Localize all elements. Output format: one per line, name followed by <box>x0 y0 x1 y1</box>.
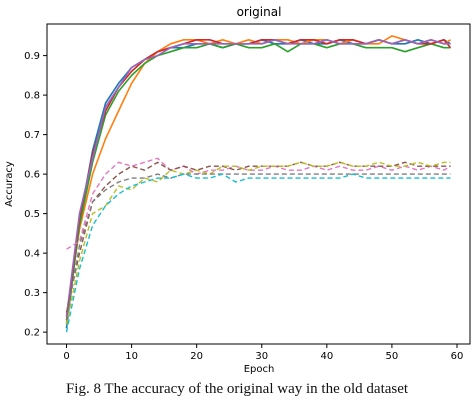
figure-caption: Fig. 8 The accuracy of the original way … <box>65 381 409 397</box>
x-axis: 0 10 20 30 40 50 60 <box>63 344 463 362</box>
y-tick-label: 0.8 <box>24 91 40 102</box>
series-line-10 <box>65 173 451 333</box>
y-tick-label: 0.6 <box>24 170 40 181</box>
y-tick-label: 0.9 <box>24 51 40 62</box>
y-tick-label: 0.3 <box>24 288 40 299</box>
y-tick-label: 0.7 <box>24 130 40 141</box>
x-tick-label: 60 <box>451 351 464 362</box>
x-tick-label: 50 <box>386 351 399 362</box>
y-axis: 0.2 0.3 0.4 0.5 0.6 0.7 0.8 0.9 <box>24 51 47 339</box>
series-line-6 <box>66 157 451 250</box>
y-tick-label: 0.2 <box>24 328 40 339</box>
x-tick-label: 30 <box>255 351 268 362</box>
x-tick-label: 20 <box>190 351 203 362</box>
x-axis-label: Epoch <box>244 364 275 375</box>
plot-area <box>65 35 452 333</box>
series-line-3 <box>65 42 451 325</box>
series-line-7 <box>65 161 451 313</box>
series-line-8 <box>65 161 451 325</box>
accuracy-line-chart: original 0 10 20 30 40 50 60 0.20.30.40.50.60.… <box>4 5 471 375</box>
plot-frame <box>46 23 471 345</box>
x-tick-label: 0 <box>63 351 69 362</box>
series-line-1 <box>65 38 451 329</box>
y-tick-label: 0.5 <box>24 209 40 220</box>
series-line-9 <box>65 173 451 321</box>
series-line-5 <box>65 38 451 317</box>
x-tick-label: 10 <box>125 351 138 362</box>
chart-title: original <box>237 5 282 19</box>
y-axis-label: Accuracy <box>4 161 15 207</box>
x-tick-label: 40 <box>320 351 333 362</box>
y-tick-label: 0.4 <box>24 249 40 260</box>
